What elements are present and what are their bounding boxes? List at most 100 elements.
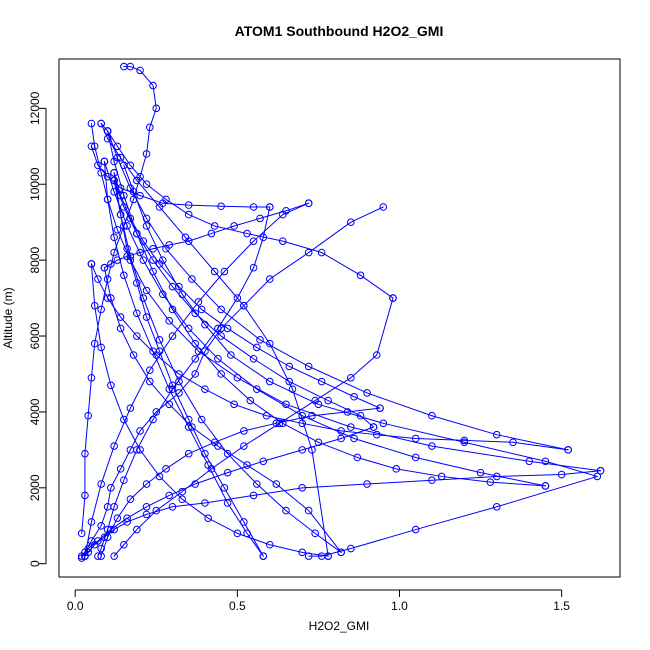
data-point	[356, 271, 365, 280]
data-point	[191, 309, 199, 318]
data-point	[136, 191, 144, 200]
data-point	[428, 411, 436, 420]
data-point	[253, 480, 261, 488]
data-point	[217, 305, 225, 314]
data-point	[162, 465, 170, 473]
profile-trace	[103, 127, 550, 490]
profile-line	[90, 123, 602, 472]
data-point	[392, 465, 401, 473]
data-point	[184, 237, 193, 245]
data-point	[217, 332, 225, 340]
data-point	[285, 362, 294, 371]
data-point	[100, 263, 109, 272]
data-point	[97, 552, 105, 560]
data-point	[304, 199, 313, 208]
profile-line	[100, 123, 394, 299]
data-point	[97, 119, 105, 128]
data-point	[142, 286, 151, 295]
data-point	[350, 392, 358, 401]
profile-trace	[100, 157, 268, 560]
data-point	[113, 256, 122, 264]
data-point	[223, 468, 232, 477]
data-point	[87, 260, 96, 268]
data-point	[233, 294, 242, 302]
data-point	[191, 339, 199, 348]
x-axis-tick-label: 1.5	[553, 599, 570, 613]
data-point	[162, 195, 170, 204]
data-point	[486, 478, 495, 486]
data-point	[220, 484, 229, 492]
data-point	[311, 396, 319, 405]
data-point	[97, 343, 105, 352]
data-point	[256, 214, 264, 223]
data-point	[97, 305, 105, 314]
data-point	[149, 415, 157, 424]
data-point	[123, 244, 131, 253]
data-point	[201, 385, 209, 393]
data-point	[184, 449, 193, 458]
data-point	[265, 540, 274, 549]
data-point	[379, 203, 388, 211]
data-point	[197, 305, 206, 314]
data-point	[298, 446, 307, 454]
data-point	[188, 423, 196, 431]
data-point	[204, 514, 212, 522]
data-point	[201, 499, 209, 507]
data-point	[337, 548, 345, 557]
data-point	[116, 191, 125, 200]
data-point	[97, 544, 105, 553]
data-point	[152, 104, 161, 113]
data-point	[243, 229, 251, 238]
data-point	[249, 263, 258, 272]
data-point	[428, 476, 436, 485]
data-point	[126, 161, 135, 170]
data-point	[100, 157, 109, 166]
data-point	[110, 233, 118, 242]
data-point	[460, 438, 469, 447]
data-point	[411, 453, 420, 462]
data-point	[168, 502, 177, 511]
data-point	[249, 491, 258, 500]
profile-trace	[110, 176, 378, 431]
data-point	[282, 206, 290, 215]
data-point	[87, 518, 96, 526]
data-point	[168, 332, 177, 340]
data-point	[107, 294, 115, 302]
data-point	[298, 411, 307, 420]
data-point	[492, 430, 501, 439]
data-point	[541, 457, 550, 466]
data-point	[347, 544, 355, 553]
profile-line	[97, 206, 271, 557]
data-point	[126, 62, 135, 71]
data-point	[259, 552, 268, 560]
profile-line	[103, 202, 310, 269]
data-point	[107, 525, 115, 534]
profile-trace	[100, 263, 345, 557]
profile-trace	[100, 157, 550, 490]
data-point	[249, 203, 258, 211]
data-point	[246, 396, 255, 405]
data-point	[240, 442, 248, 450]
data-point	[372, 351, 381, 359]
y-axis-tick-label: 8000	[28, 246, 42, 273]
data-point	[146, 366, 154, 374]
data-point	[142, 180, 151, 189]
profile-line	[113, 179, 264, 557]
data-point	[116, 210, 125, 219]
data-point	[97, 480, 105, 488]
data-point	[142, 502, 151, 511]
data-point	[285, 377, 294, 386]
data-point	[136, 446, 144, 454]
data-point	[113, 142, 122, 151]
data-point	[142, 510, 151, 519]
data-point	[136, 248, 144, 257]
data-point	[265, 275, 274, 283]
data-point	[142, 214, 151, 223]
data-point	[116, 324, 125, 333]
data-point	[94, 275, 102, 283]
data-point	[372, 430, 381, 439]
data-point	[460, 436, 469, 445]
data-point	[113, 514, 122, 522]
data-point	[363, 480, 371, 488]
profile-trace	[97, 119, 397, 302]
